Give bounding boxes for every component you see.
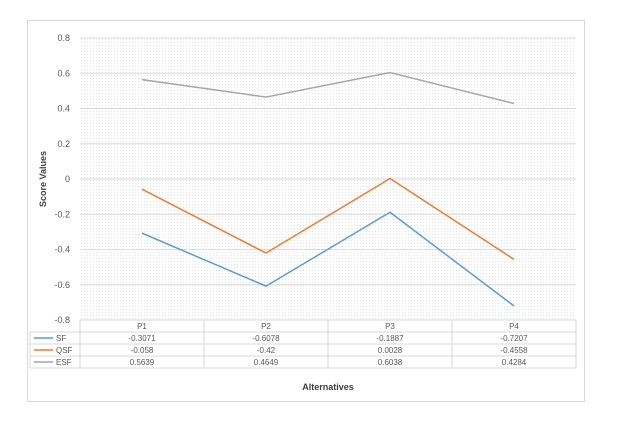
series-line-sf (141, 211, 515, 307)
data-label: 0.6038 (378, 358, 403, 367)
legend-label: ESF (56, 358, 72, 367)
data-label: -0.42 (257, 346, 276, 355)
data-label: -0.4558 (500, 346, 528, 355)
data-label: 0.4649 (254, 358, 279, 367)
data-label: -0.6078 (252, 334, 280, 343)
y-tick-label: 0.6 (57, 68, 70, 78)
data-label: -0.1887 (376, 334, 404, 343)
y-tick-label: -0.8 (54, 315, 70, 325)
data-label: 0.0028 (378, 346, 403, 355)
data-label: -0.7207 (500, 334, 528, 343)
x-axis-title: Alternatives (302, 382, 354, 392)
y-tick-label: -0.4 (54, 245, 70, 255)
series-line-qsf (141, 177, 515, 260)
series-line-esf (141, 71, 515, 105)
x-category-label: P3 (385, 322, 395, 331)
legend-label: QSF (56, 346, 73, 355)
y-tick-label: 0.8 (57, 33, 70, 43)
y-tick-label: 0.2 (57, 139, 70, 149)
x-category-label: P2 (261, 322, 271, 331)
data-label: -0.058 (131, 346, 154, 355)
data-label: -0.3071 (128, 334, 156, 343)
y-tick-label: -0.2 (54, 209, 70, 219)
x-category-label: P1 (137, 322, 147, 331)
data-label: 0.5639 (130, 358, 155, 367)
x-category-label: P4 (509, 322, 519, 331)
y-tick-label: -0.6 (54, 280, 70, 290)
y-axis-title: Score Values (38, 151, 48, 207)
legend-label: SF (56, 334, 66, 343)
y-tick-label: 0.4 (57, 104, 70, 114)
data-label: 0.4284 (502, 358, 527, 367)
y-tick-label: 0 (65, 174, 70, 184)
